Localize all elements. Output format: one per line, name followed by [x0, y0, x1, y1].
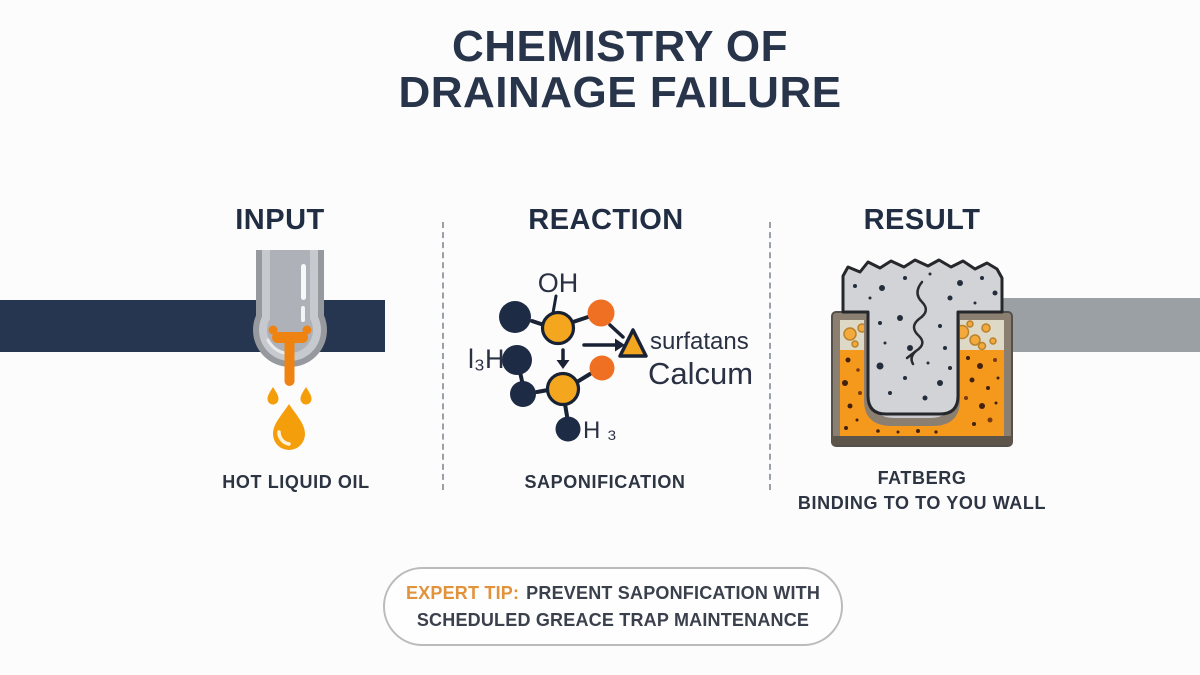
- oil-drops-icon: [267, 387, 312, 450]
- expert-tip-line2: SCHEDULED GREACE TRAP MAINTENANCE: [416, 609, 810, 630]
- result-caption-line2: BINDING TO TO YOU WALL: [797, 493, 1047, 514]
- bottom-group-label: H ₃: [583, 417, 617, 444]
- column-divider-left: [442, 222, 444, 490]
- page-title-line2: DRAINAGE FAILURE: [398, 67, 842, 117]
- glycerol-atom: [545, 371, 581, 407]
- reaction-arrow-right-icon: [582, 338, 625, 352]
- pipe-wall-bar: [1000, 298, 1200, 352]
- fatberg-crack: [905, 280, 928, 366]
- carbon-atom: [510, 381, 536, 407]
- saponification-molecule-diagram: OH l₃H H ₃ surfatans Calcum: [468, 268, 753, 444]
- reaction-section-header: REACTION: [528, 204, 684, 236]
- fatberg-mass: [841, 258, 1004, 416]
- left-group-label: l₃H: [468, 344, 505, 374]
- glycerol-atom: [540, 310, 576, 346]
- result-caption: FATBERG BINDING TO TO YOU WALL: [752, 466, 1092, 516]
- molecule-atoms: [499, 299, 615, 442]
- expert-tip-line1: EXPERT TIP: PREVENT SAPONFICATION WITH: [406, 580, 820, 607]
- expert-tip-text1: PREVENT SAPONFICATION WITH: [526, 582, 821, 603]
- reaction-arrow-down-icon: [556, 348, 570, 369]
- fatberg-speckles: [853, 272, 998, 401]
- page-title-line1: CHEMISTRY OF: [451, 22, 789, 71]
- hydroxyl-label: OH: [538, 268, 579, 298]
- calcium-label: Calcum: [648, 356, 753, 391]
- input-caption: HOT LIQUID OIL: [222, 472, 370, 492]
- expert-tip-label: EXPERT TIP:: [405, 582, 520, 603]
- drain-pipe-oil-illustration: [0, 250, 385, 450]
- page-title: CHEMISTRY OF DRAINAGE FAILURE: [40, 24, 1200, 116]
- carbon-atom: [502, 345, 532, 375]
- expert-tip-box: EXPERT TIP: PREVENT SAPONFICATION WITH SC…: [383, 567, 843, 646]
- oxygen-atom: [587, 299, 615, 327]
- reaction-caption: SAPONIFICATION: [524, 472, 686, 492]
- result-section-header: RESULT: [863, 204, 981, 236]
- input-section-header: INPUT: [235, 204, 325, 236]
- surfactants-label: surfatans: [650, 328, 749, 355]
- result-caption-line1: FATBERG: [877, 468, 967, 488]
- oxygen-atom: [589, 355, 615, 381]
- soap-triangle-icon: [618, 328, 648, 358]
- oil-stream-icon: [268, 325, 312, 386]
- fatberg-cross-section-illustration: [831, 258, 1200, 447]
- grease-speckles: [842, 356, 1000, 434]
- countertop-bar: [0, 300, 385, 352]
- carbon-atom: [555, 416, 581, 442]
- column-divider-right: [769, 222, 771, 490]
- carbon-atom: [499, 301, 531, 333]
